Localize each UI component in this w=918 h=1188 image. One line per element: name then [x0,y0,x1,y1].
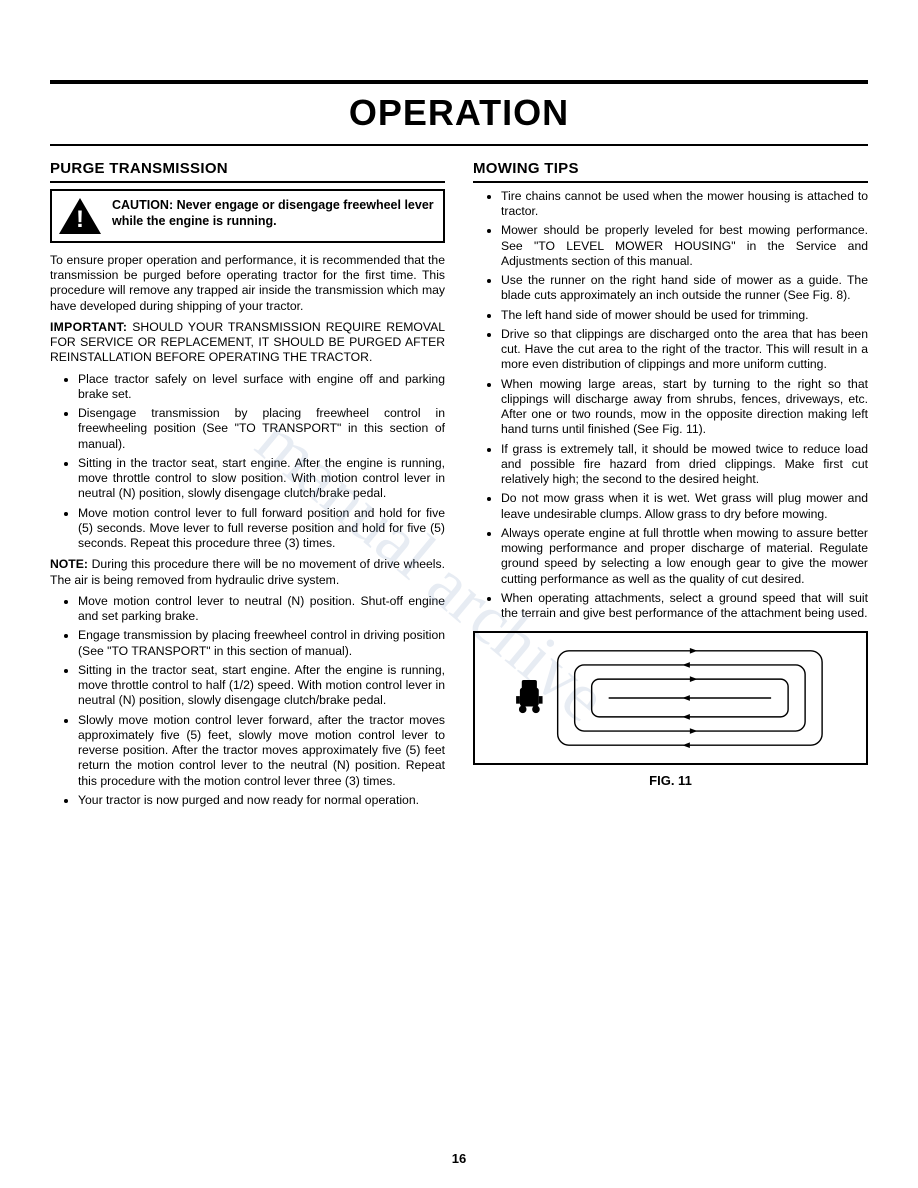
mowing-heading: MOWING TIPS [473,160,868,179]
procedure-list-2: Move motion control lever to neutral (N)… [50,594,445,808]
list-item: When operating attachments, select a gro… [501,591,868,622]
note-label: NOTE: [50,557,88,571]
list-item: Mower should be properly leveled for bes… [501,223,868,269]
list-item: Drive so that clippings are discharged o… [501,327,868,373]
rule-bottom [50,144,868,146]
caution-box: ! CAUTION: Never engage or disengage fre… [50,189,445,243]
page-title: OPERATION [50,92,868,134]
list-item: Slowly move motion control lever forward… [78,713,445,789]
list-item: Your tractor is now purged and now ready… [78,793,445,808]
svg-text:!: ! [76,206,84,233]
procedure-list-1: Place tractor safely on level surface wi… [50,372,445,552]
note-text: During this procedure there will be no m… [50,557,445,586]
rule-top [50,80,868,84]
mowing-tips-list: Tire chains cannot be used when the mowe… [473,189,868,622]
list-item: Tire chains cannot be used when the mowe… [501,189,868,220]
caution-text: CAUTION: Never engage or disengage freew… [112,197,435,230]
important-label: IMPORTANT: [50,320,127,334]
warning-triangle-icon: ! [58,197,102,235]
list-item: Always operate engine at full throttle w… [501,526,868,587]
mowing-pattern-diagram [501,638,841,758]
list-item: Use the runner on the right hand side of… [501,273,868,304]
figure-11-box [473,631,868,765]
note-paragraph: NOTE: During this procedure there will b… [50,557,445,588]
figure-caption: FIG. 11 [473,773,868,789]
list-item: Engage transmission by placing freewheel… [78,628,445,659]
list-item: If grass is extremely tall, it should be… [501,442,868,488]
list-item: The left hand side of mower should be us… [501,308,868,323]
list-item: Disengage transmission by placing freewh… [78,406,445,452]
heading-underline [473,181,868,183]
two-column-layout: PURGE TRANSMISSION ! CAUTION: Never enga… [50,160,868,814]
list-item: Move motion control lever to neutral (N)… [78,594,445,625]
manual-page: manual archive OPERATION PURGE TRANSMISS… [0,0,918,1188]
left-column: PURGE TRANSMISSION ! CAUTION: Never enga… [50,160,445,814]
right-column: MOWING TIPS Tire chains cannot be used w… [473,160,868,814]
list-item: Move motion control lever to full forwar… [78,506,445,552]
list-item: Do not mow grass when it is wet. Wet gra… [501,491,868,522]
list-item: Sitting in the tractor seat, start engin… [78,456,445,502]
intro-paragraph: To ensure proper operation and performan… [50,253,445,314]
heading-underline [50,181,445,183]
page-number: 16 [0,1151,918,1166]
list-item: Place tractor safely on level surface wi… [78,372,445,403]
purge-heading: PURGE TRANSMISSION [50,160,445,179]
important-paragraph: IMPORTANT: SHOULD YOUR TRANSMISSION REQU… [50,320,445,366]
list-item: Sitting in the tractor seat, start engin… [78,663,445,709]
list-item: When mowing large areas, start by turnin… [501,377,868,438]
